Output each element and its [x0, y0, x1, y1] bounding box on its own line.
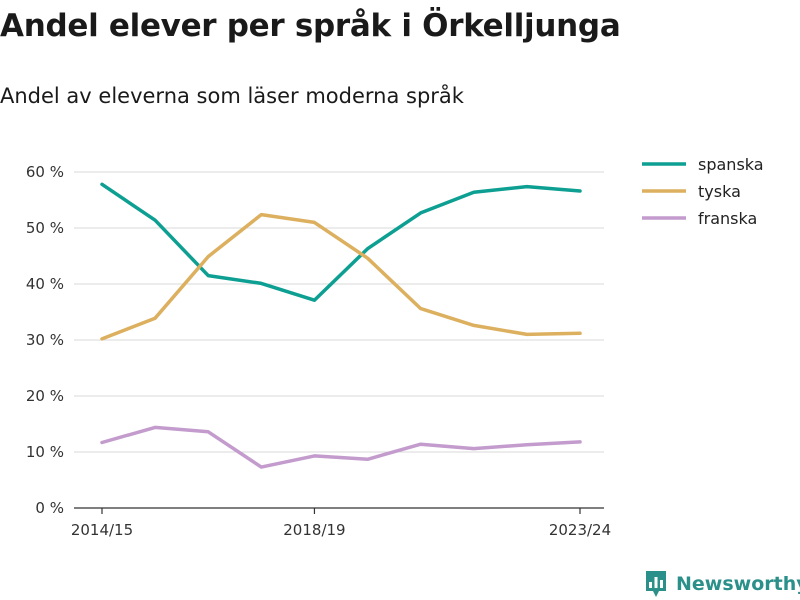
brand-logo: Newsworthy	[644, 569, 800, 599]
line-chart: 0 % 10 % 20 % 30 % 40 % 50 % 60 % 2014/15 2018/…	[26, 155, 764, 539]
series-line-tyska	[100, 212, 582, 341]
legend-label-tyska: tyska	[698, 182, 741, 201]
legend-label-spanska: spanska	[698, 155, 764, 174]
y-tick-label: 30 %	[26, 331, 64, 349]
y-tick-label: 50 %	[26, 219, 64, 237]
gridlines	[74, 171, 604, 453]
x-axis: 2014/15 2018/19 2023/24	[71, 507, 611, 539]
x-tick-label: 2014/15	[71, 521, 133, 539]
chart-subtitle: Andel av eleverna som läser moderna språ…	[0, 84, 464, 108]
series-lines	[100, 182, 582, 469]
y-tick-label: 40 %	[26, 275, 64, 293]
y-axis-ticks: 0 % 10 % 20 % 30 % 40 % 50 % 60 %	[26, 163, 64, 517]
brand-name: Newsworthy	[676, 573, 800, 595]
legend-label-franska: franska	[698, 209, 757, 228]
x-tick-label: 2023/24	[549, 521, 611, 539]
legend: spanska tyska franska	[642, 155, 764, 228]
y-tick-label: 60 %	[26, 163, 64, 181]
series-line-franska	[100, 425, 582, 469]
series-line-spanska	[100, 182, 582, 302]
chart-title: Andel elever per språk i Örkelljunga	[0, 8, 621, 44]
y-tick-label: 20 %	[26, 387, 64, 405]
y-tick-label: 0 %	[35, 499, 64, 517]
x-tick-label: 2018/19	[283, 521, 345, 539]
newsworthy-logo-icon	[646, 571, 666, 597]
y-tick-label: 10 %	[26, 443, 64, 461]
